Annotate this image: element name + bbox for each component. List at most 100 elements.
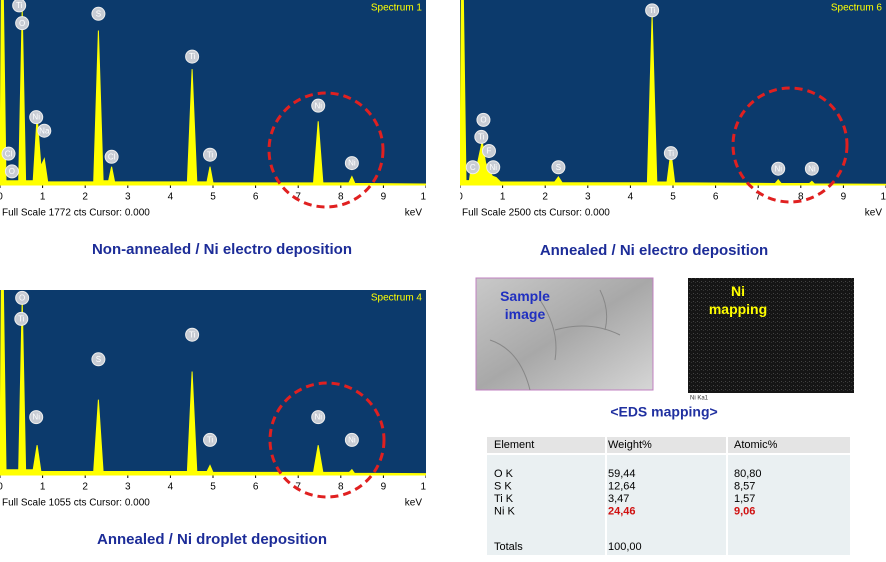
ni-mapping-image	[688, 278, 854, 393]
peak-label: O	[480, 115, 486, 124]
highlight-circle	[267, 91, 385, 209]
peak-label: Ni	[808, 164, 816, 173]
peak-badge	[1, 146, 16, 161]
peak-label: Ti	[16, 1, 23, 10]
table-totals: 100,00	[608, 541, 642, 553]
peak-label: Ni	[774, 164, 782, 173]
footer: Full Scale 1055 cts Cursor: 0.000	[2, 498, 150, 509]
x-tick-label: 1	[40, 482, 46, 493]
peak-label: Ni	[348, 159, 356, 168]
table-header: Weight%	[608, 439, 652, 451]
axis-strip	[0, 475, 426, 510]
sample-texture	[489, 289, 621, 391]
peak-badge	[645, 3, 660, 18]
x-tick-label: 7	[295, 192, 301, 203]
x-tick-label: 5	[670, 192, 676, 203]
x-tick-label: 8	[798, 192, 804, 203]
peak-badge	[486, 160, 501, 175]
table-cell: 59,44	[608, 468, 636, 480]
x-tick-label: 5	[210, 192, 216, 203]
peak-label: F	[487, 147, 492, 156]
caption: Annealed / Ni electro deposition	[540, 242, 768, 259]
x-tick-label: 1	[500, 192, 506, 203]
peak-badge	[551, 160, 566, 175]
table-header-bg	[487, 437, 850, 453]
peak-label: Ni	[314, 101, 322, 110]
table-cell: O K	[494, 468, 514, 480]
spectrum-panel: 0 1 2 3 4 5 6 7 8 9 10 Spectrum 4 Full Scale 1055 ct…	[0, 290, 432, 510]
caption: Non-annealed / Ni electro deposition	[92, 241, 352, 258]
x-tick-label: 6	[713, 192, 719, 203]
peak-label: O	[19, 294, 25, 303]
peak-label: Ti	[207, 150, 214, 159]
peak-badge	[185, 327, 200, 342]
axis-strip	[0, 185, 426, 220]
x-tick-label: 3	[585, 192, 591, 203]
peak-badge	[311, 410, 326, 425]
x-tick-label: 8	[338, 192, 344, 203]
x-tick-label: 9	[381, 192, 387, 203]
axis-strip	[460, 185, 886, 220]
x-tick-label: 0	[457, 192, 463, 203]
x-tick-label: 4	[168, 192, 174, 203]
x-tick-label: 2	[542, 192, 548, 203]
peak-label: S	[96, 355, 101, 364]
peak-badge	[29, 410, 44, 425]
peak-badge	[91, 6, 106, 21]
table-cell: Ni K	[494, 505, 515, 517]
x-tick-label: 4	[628, 192, 634, 203]
peak-label: Ti	[649, 6, 656, 15]
peak-badge	[4, 164, 19, 179]
peak-label: Cl	[108, 152, 116, 161]
ni-sublabel: Ni Ka1	[690, 396, 709, 402]
table-cell: 9,06	[734, 505, 755, 517]
plot-area	[0, 290, 426, 475]
x-tick-label: 10	[880, 192, 886, 203]
x-tick-label: 3	[125, 482, 131, 493]
peak-badge	[344, 156, 359, 171]
highlight-circle	[731, 86, 849, 204]
table-header: Atomic%	[734, 439, 778, 451]
peak-badge	[15, 16, 30, 31]
peak-label: S	[96, 9, 101, 18]
peak-label: Ti	[207, 436, 214, 445]
peak-label: Ti	[189, 52, 196, 61]
image-label: Sample image	[500, 288, 550, 322]
table-cell: 3,47	[608, 493, 629, 505]
x-tick-label: 7	[755, 192, 761, 203]
footer: Full Scale 1772 cts Cursor: 0.000	[2, 208, 150, 219]
peak-label: O	[19, 19, 25, 28]
x-tick-label: 9	[381, 482, 387, 493]
x-axis-label: keV	[865, 208, 883, 219]
table-cell: 1,57	[734, 493, 755, 505]
peak-badge	[14, 311, 29, 326]
highlight-circle	[268, 381, 386, 499]
peak-badge	[91, 352, 106, 367]
peak-label: S	[556, 163, 561, 172]
table-totals: Totals	[494, 541, 523, 553]
mapping-caption: <EDS mapping>	[610, 404, 717, 420]
x-tick-label: 0	[0, 482, 3, 493]
peak-label: C	[470, 163, 476, 172]
peak-badge	[29, 110, 44, 125]
peak-badge	[185, 49, 200, 64]
peak-label: Na	[39, 126, 50, 135]
peak-label: Ti	[189, 330, 196, 339]
x-tick-label: 5	[210, 482, 216, 493]
spectrum-panel: 0 1 2 3 4 5 6 7 8 9 10 Spectrum 6 Full Scale 2500 ct…	[457, 0, 886, 220]
footer: Full Scale 2500 cts Cursor: 0.000	[462, 208, 610, 219]
peak-badge	[12, 0, 27, 13]
x-tick-label: 2	[82, 482, 88, 493]
spectrum-panel: 0 1 2 3 4 5 6 7 8 9 10 Spectrum 1 Full Scale 1772 ct…	[0, 0, 426, 220]
x-tick-label: 6	[253, 192, 259, 203]
sample-image	[475, 277, 654, 391]
peak-badge	[104, 149, 119, 164]
x-tick-label: 10	[420, 482, 432, 493]
spectrum-title: Spectrum 6	[831, 3, 883, 14]
table-cell: 80,80	[734, 468, 762, 480]
peak-badge	[771, 161, 786, 176]
peak-label: Cl	[5, 149, 13, 158]
image-label: Ni mapping	[709, 283, 767, 317]
table-header: Element	[494, 439, 534, 451]
